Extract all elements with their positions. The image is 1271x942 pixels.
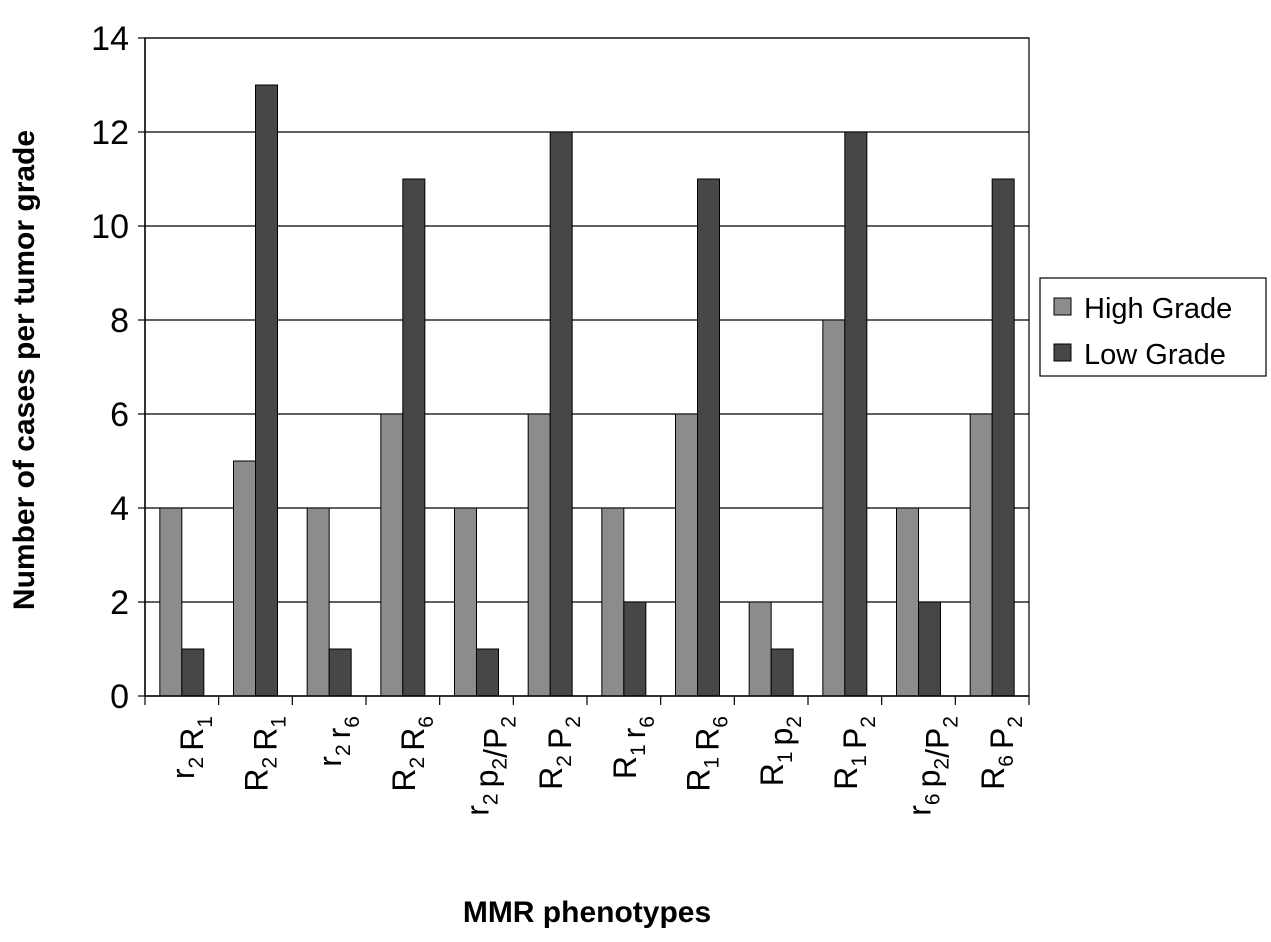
bar-low-grade: [918, 601, 941, 697]
legend: High Grade Low Grade: [1039, 277, 1267, 377]
bar-low-grade: [328, 648, 352, 697]
x-category-label: R2R6: [386, 716, 438, 792]
y-axis-ticks: 0 2 4 6 8 10 12 14: [91, 20, 145, 716]
bars: [159, 84, 1015, 697]
y-tick-label: 2: [110, 584, 129, 622]
y-tick-label: 12: [91, 114, 129, 152]
x-category-label: R6P2: [975, 716, 1027, 790]
x-category-label: r2r6: [312, 716, 364, 767]
bar-low-grade: [549, 131, 573, 697]
x-category-label: R1R6: [681, 716, 733, 792]
bar-low-grade: [623, 601, 647, 697]
x-category-label: R1P2: [828, 716, 880, 790]
legend-label-high-grade: High Grade: [1084, 293, 1232, 325]
bar-high-grade: [601, 507, 625, 697]
x-category-label: R2R1: [239, 716, 291, 792]
legend-swatch-low-grade: [1053, 343, 1072, 362]
bar-high-grade: [159, 507, 183, 697]
gridlines: [145, 37, 1029, 603]
y-tick-label: 0: [110, 678, 129, 716]
bar-low-grade: [476, 648, 499, 697]
x-category-label: R1r6: [607, 716, 659, 779]
bar-high-grade: [233, 460, 256, 697]
y-tick-label: 6: [110, 396, 129, 434]
bar-low-grade: [181, 648, 205, 697]
x-axis-title: MMR phenotypes: [463, 896, 711, 929]
bar-high-grade: [306, 507, 330, 697]
x-category-label: r6p2/P2: [902, 716, 963, 816]
bar-high-grade: [527, 413, 551, 697]
bar-low-grade: [697, 178, 720, 697]
y-tick-label: 4: [110, 490, 129, 528]
x-axis-ticks: [144, 696, 1030, 705]
bar-high-grade: [380, 413, 404, 697]
bar-low-grade: [844, 131, 868, 697]
bar-high-grade: [748, 601, 772, 697]
bar-low-grade: [402, 178, 426, 697]
y-tick-label: 10: [91, 208, 129, 246]
legend-label-low-grade: Low Grade: [1084, 339, 1226, 371]
y-tick-label: 8: [110, 302, 129, 340]
y-tick-label: 14: [91, 20, 129, 58]
bar-high-grade: [454, 507, 477, 697]
bar-low-grade: [770, 648, 794, 697]
bar-low-grade: [991, 178, 1015, 697]
x-category-label: R2P2: [533, 716, 585, 790]
x-category-label: r2R1: [165, 716, 217, 779]
bar-high-grade: [675, 413, 698, 697]
legend-box: [1039, 277, 1267, 377]
bar-high-grade: [896, 507, 919, 697]
legend-swatch-high-grade: [1053, 297, 1072, 316]
y-axis-title: Number of cases per tumor grade: [8, 130, 41, 610]
x-category-label: r2p2/P2: [460, 716, 521, 816]
bar-high-grade: [969, 413, 993, 697]
bar-high-grade: [822, 319, 846, 697]
x-category-label: R1p2: [754, 716, 806, 786]
bar-low-grade: [255, 84, 278, 697]
plot-area: [144, 37, 1030, 697]
